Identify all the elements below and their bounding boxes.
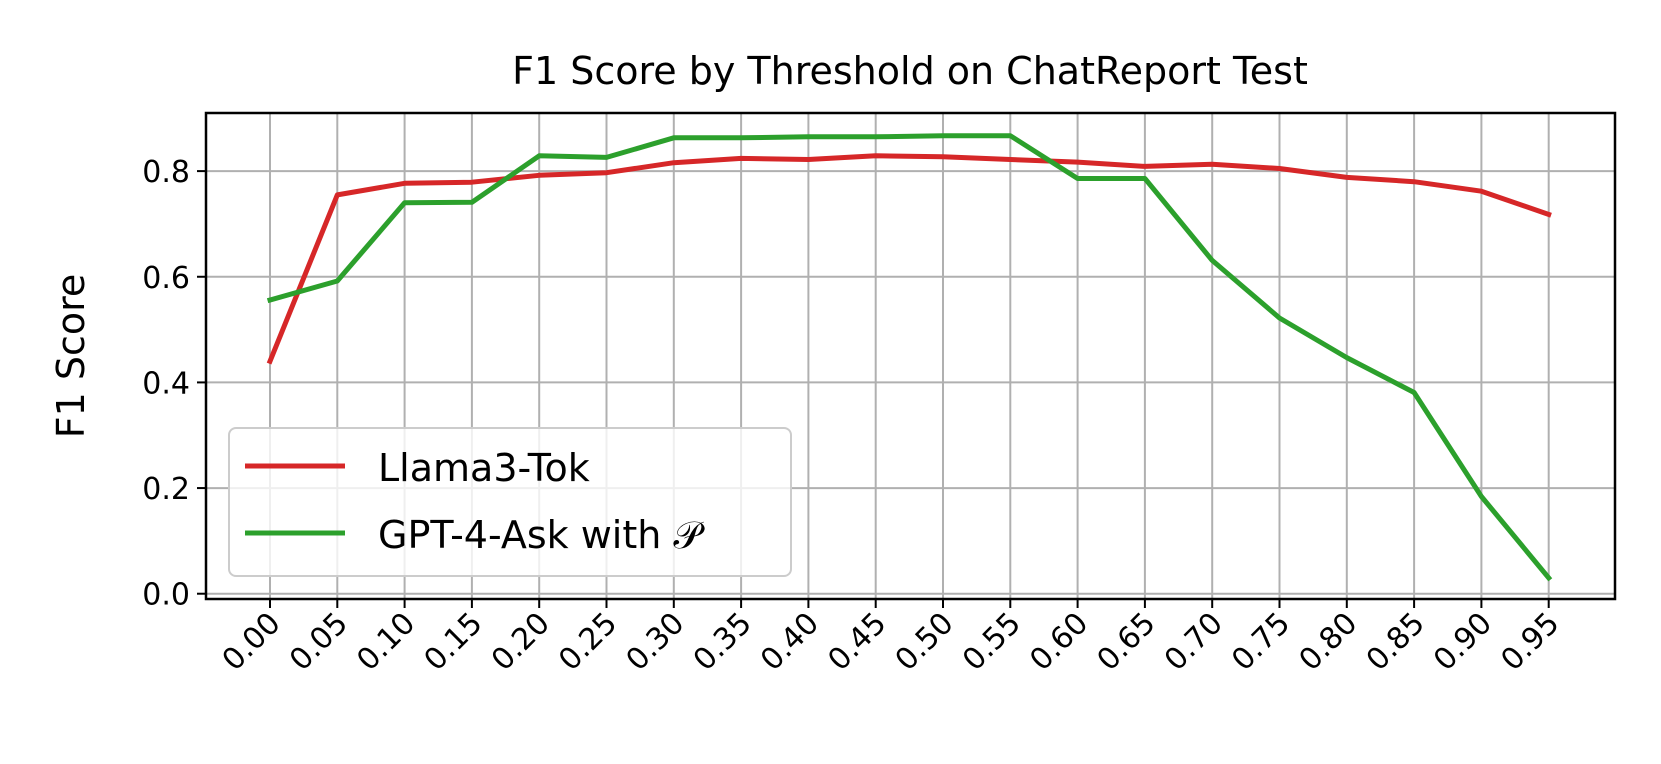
legend-box — [228, 427, 792, 577]
y-axis-ticks: 0.0 0.2 0.4 0.6 0.8 — [142, 155, 206, 613]
x-tick-label: 0.10 — [350, 606, 422, 678]
x-tick-label: 0.15 — [418, 606, 490, 678]
x-tick-label: 0.55 — [956, 606, 1028, 678]
y-tick-label: 0.6 — [142, 261, 190, 296]
x-tick-label: 0.75 — [1225, 606, 1297, 678]
y-tick-label: 0.8 — [142, 155, 190, 190]
plot-area-frame — [204, 111, 1617, 601]
grid-lines — [206, 113, 1615, 599]
y-tick-label: 0.2 — [142, 472, 190, 507]
series-line-llama3-tok — [266, 153, 1552, 365]
y-axis-label: F1 Score — [49, 274, 93, 439]
y-tick-label: 0.0 — [142, 578, 190, 613]
series-line-gpt4-ask — [266, 133, 1553, 582]
x-axis-ticks: 0.000.050.100.150.200.250.300.350.400.45… — [216, 599, 1566, 678]
x-tick-label: 0.70 — [1158, 606, 1230, 678]
y-tick-label: 0.4 — [142, 366, 190, 401]
x-tick-label: 0.90 — [1427, 606, 1499, 678]
x-tick-label: 0.45 — [821, 606, 893, 678]
x-tick-label: 0.65 — [1091, 606, 1163, 678]
x-tick-label: 0.05 — [283, 606, 355, 678]
x-tick-label: 0.95 — [1494, 606, 1566, 678]
legend-label-gpt4-ask: GPT-4-Ask with 𝒫 — [378, 513, 705, 557]
x-tick-label: 0.25 — [552, 606, 624, 678]
legend-label-llama3-tok: Llama3-Tok — [378, 446, 590, 490]
series-lines — [266, 133, 1553, 582]
x-tick-label: 0.60 — [1023, 606, 1095, 678]
x-tick-label: 0.30 — [619, 606, 691, 678]
chart-title: F1 Score by Threshold on ChatReport Test — [512, 49, 1308, 93]
x-tick-label: 0.35 — [687, 606, 759, 678]
x-tick-label: 0.85 — [1360, 606, 1432, 678]
x-tick-label: 0.50 — [889, 606, 961, 678]
x-tick-label: 0.00 — [216, 606, 288, 678]
x-tick-label: 0.80 — [1292, 606, 1364, 678]
x-tick-label: 0.40 — [754, 606, 826, 678]
legend: Llama3-Tok GPT-4-Ask with 𝒫 — [228, 427, 792, 577]
x-tick-label: 0.20 — [485, 606, 557, 678]
